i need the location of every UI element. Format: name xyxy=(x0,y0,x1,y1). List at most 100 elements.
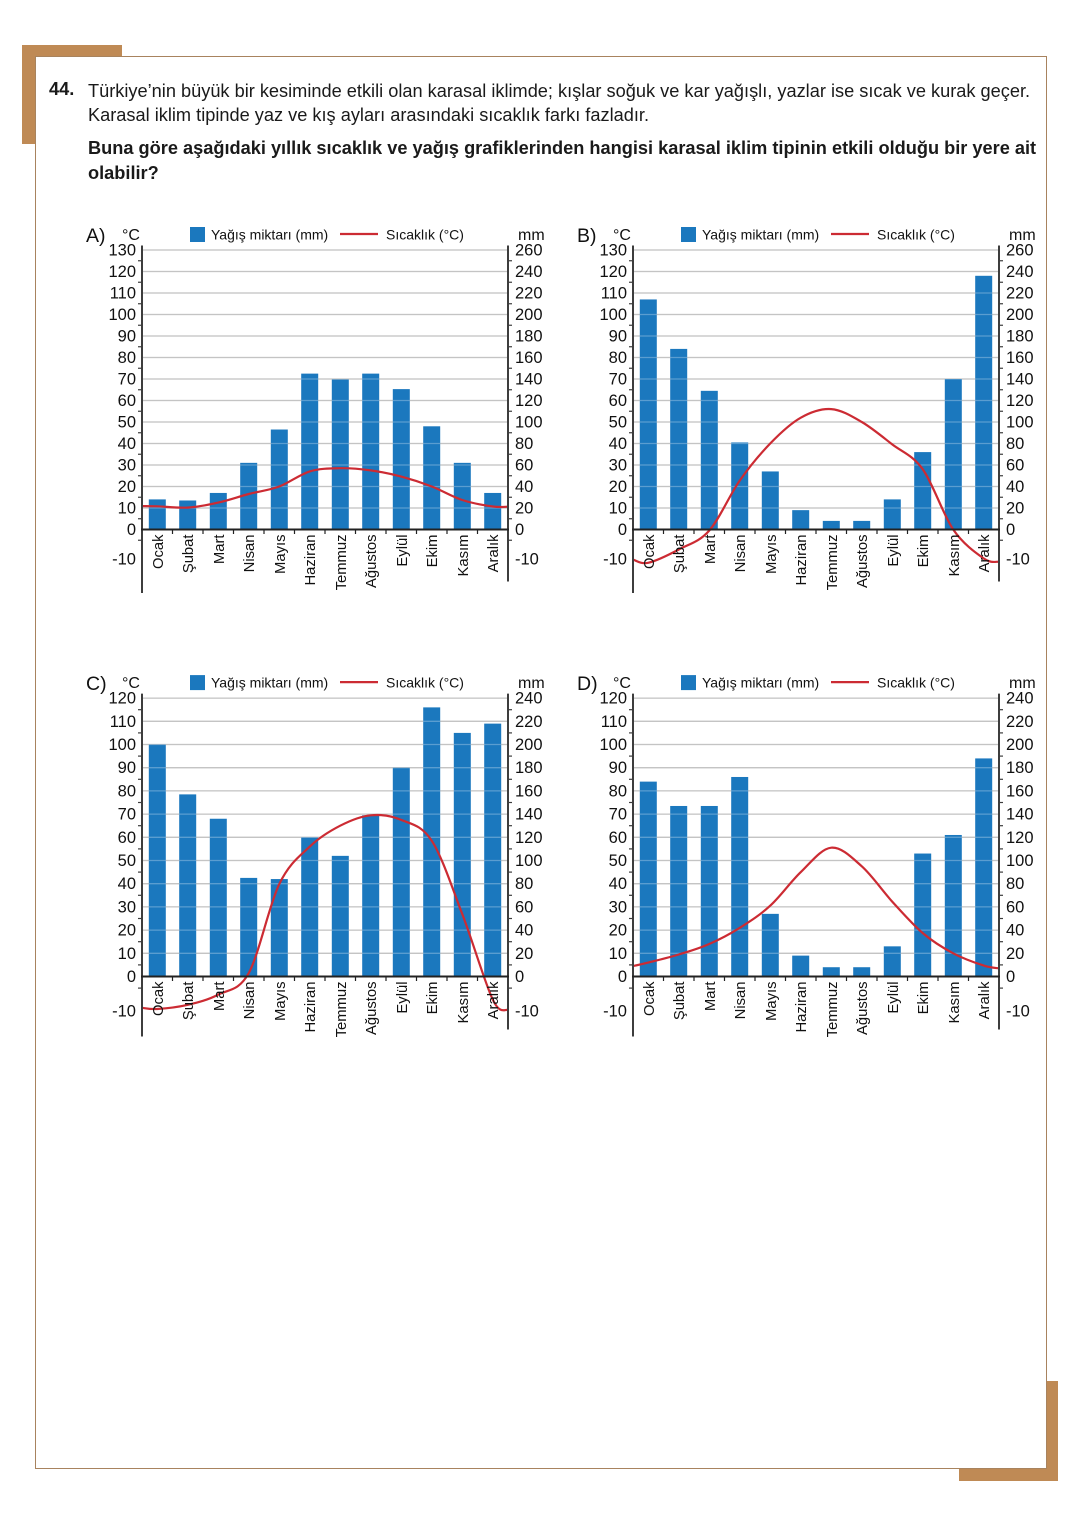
svg-text:°C: °C xyxy=(122,227,140,244)
svg-text:Mayıs: Mayıs xyxy=(764,535,780,574)
svg-text:Mart: Mart xyxy=(212,535,228,565)
svg-text:80: 80 xyxy=(609,782,627,800)
svg-text:Nisan: Nisan xyxy=(242,535,258,573)
svg-text:180: 180 xyxy=(1006,328,1034,346)
svg-text:30: 30 xyxy=(609,457,627,475)
svg-text:220: 220 xyxy=(515,713,543,731)
svg-text:Haziran: Haziran xyxy=(794,982,810,1033)
svg-text:120: 120 xyxy=(108,263,136,281)
svg-text:50: 50 xyxy=(118,852,136,870)
svg-text:20: 20 xyxy=(1006,945,1024,963)
svg-text:Ağustos: Ağustos xyxy=(364,982,380,1035)
svg-text:60: 60 xyxy=(1006,898,1024,916)
svg-text:100: 100 xyxy=(599,736,627,754)
svg-text:40: 40 xyxy=(1006,922,1024,940)
svg-text:Kasım: Kasım xyxy=(947,982,963,1024)
svg-text:Ocak: Ocak xyxy=(151,981,167,1016)
svg-text:0: 0 xyxy=(515,968,524,986)
svg-text:140: 140 xyxy=(1006,371,1034,389)
svg-text:70: 70 xyxy=(609,806,627,824)
svg-text:Kasım: Kasım xyxy=(947,535,963,577)
svg-text:Şubat: Şubat xyxy=(181,535,197,574)
svg-text:Yağış miktarı (mm): Yağış miktarı (mm) xyxy=(211,675,328,691)
svg-text:Nisan: Nisan xyxy=(733,535,749,573)
svg-text:120: 120 xyxy=(1006,392,1034,410)
svg-text:Şubat: Şubat xyxy=(181,982,197,1021)
svg-text:20: 20 xyxy=(1006,500,1024,518)
svg-text:Eylül: Eylül xyxy=(395,982,411,1014)
svg-text:180: 180 xyxy=(1006,759,1034,777)
svg-text:40: 40 xyxy=(609,435,627,453)
svg-text:mm: mm xyxy=(518,675,545,692)
svg-text:0: 0 xyxy=(127,521,136,539)
svg-text:120: 120 xyxy=(599,690,627,708)
svg-text:30: 30 xyxy=(609,898,627,916)
svg-text:260: 260 xyxy=(515,242,543,260)
svg-text:100: 100 xyxy=(515,852,543,870)
svg-text:Temmuz: Temmuz xyxy=(334,982,350,1038)
svg-text:200: 200 xyxy=(515,306,543,324)
svg-text:0: 0 xyxy=(127,968,136,986)
svg-text:10: 10 xyxy=(118,500,136,518)
svg-text:Yağış miktarı (mm): Yağış miktarı (mm) xyxy=(702,675,819,691)
svg-text:100: 100 xyxy=(599,306,627,324)
svg-text:-10: -10 xyxy=(515,1003,539,1021)
svg-text:-10: -10 xyxy=(515,551,539,569)
svg-text:70: 70 xyxy=(118,806,136,824)
svg-text:100: 100 xyxy=(108,736,136,754)
svg-text:10: 10 xyxy=(609,500,627,518)
svg-text:80: 80 xyxy=(1006,875,1024,893)
svg-text:100: 100 xyxy=(108,306,136,324)
svg-text:Nisan: Nisan xyxy=(242,982,258,1020)
svg-text:90: 90 xyxy=(609,328,627,346)
svg-text:Haziran: Haziran xyxy=(794,535,810,586)
svg-text:Eylül: Eylül xyxy=(395,535,411,567)
svg-text:80: 80 xyxy=(118,782,136,800)
svg-text:Nisan: Nisan xyxy=(733,982,749,1020)
svg-text:Mart: Mart xyxy=(703,982,719,1012)
svg-text:120: 120 xyxy=(515,829,543,847)
svg-text:20: 20 xyxy=(118,478,136,496)
svg-text:100: 100 xyxy=(515,414,543,432)
svg-text:40: 40 xyxy=(1006,478,1024,496)
svg-text:120: 120 xyxy=(108,690,136,708)
svg-text:Aralık: Aralık xyxy=(486,981,502,1019)
svg-text:50: 50 xyxy=(118,414,136,432)
svg-text:140: 140 xyxy=(1006,806,1034,824)
svg-text:-10: -10 xyxy=(112,551,136,569)
svg-text:110: 110 xyxy=(601,713,627,731)
svg-text:130: 130 xyxy=(108,242,136,260)
svg-text:Yağış miktarı (mm): Yağış miktarı (mm) xyxy=(702,227,819,243)
svg-text:160: 160 xyxy=(1006,349,1034,367)
svg-text:60: 60 xyxy=(118,829,136,847)
svg-text:60: 60 xyxy=(1006,457,1024,475)
svg-text:140: 140 xyxy=(515,806,543,824)
svg-text:140: 140 xyxy=(515,371,543,389)
svg-text:90: 90 xyxy=(118,759,136,777)
svg-text:mm: mm xyxy=(518,227,545,244)
svg-text:0: 0 xyxy=(1006,968,1015,986)
svg-text:-10: -10 xyxy=(1006,1003,1030,1021)
svg-text:Haziran: Haziran xyxy=(303,535,319,586)
svg-text:220: 220 xyxy=(1006,713,1034,731)
svg-text:120: 120 xyxy=(599,263,627,281)
svg-text:Temmuz: Temmuz xyxy=(334,535,350,591)
svg-text:220: 220 xyxy=(515,285,543,303)
svg-text:0: 0 xyxy=(515,521,524,539)
svg-text:40: 40 xyxy=(515,478,533,496)
svg-text:130: 130 xyxy=(599,242,627,260)
svg-text:240: 240 xyxy=(515,690,543,708)
svg-text:Aralık: Aralık xyxy=(977,981,993,1019)
svg-text:120: 120 xyxy=(515,392,543,410)
svg-text:200: 200 xyxy=(1006,306,1034,324)
svg-text:40: 40 xyxy=(118,875,136,893)
svg-text:20: 20 xyxy=(118,922,136,940)
svg-text:160: 160 xyxy=(515,349,543,367)
svg-text:90: 90 xyxy=(609,759,627,777)
svg-text:Şubat: Şubat xyxy=(672,535,688,574)
svg-text:Ocak: Ocak xyxy=(642,534,658,569)
svg-text:Mart: Mart xyxy=(212,982,228,1012)
svg-text:C): C) xyxy=(86,673,107,695)
svg-text:Sıcaklık (°C): Sıcaklık (°C) xyxy=(877,675,955,691)
svg-text:10: 10 xyxy=(118,945,136,963)
